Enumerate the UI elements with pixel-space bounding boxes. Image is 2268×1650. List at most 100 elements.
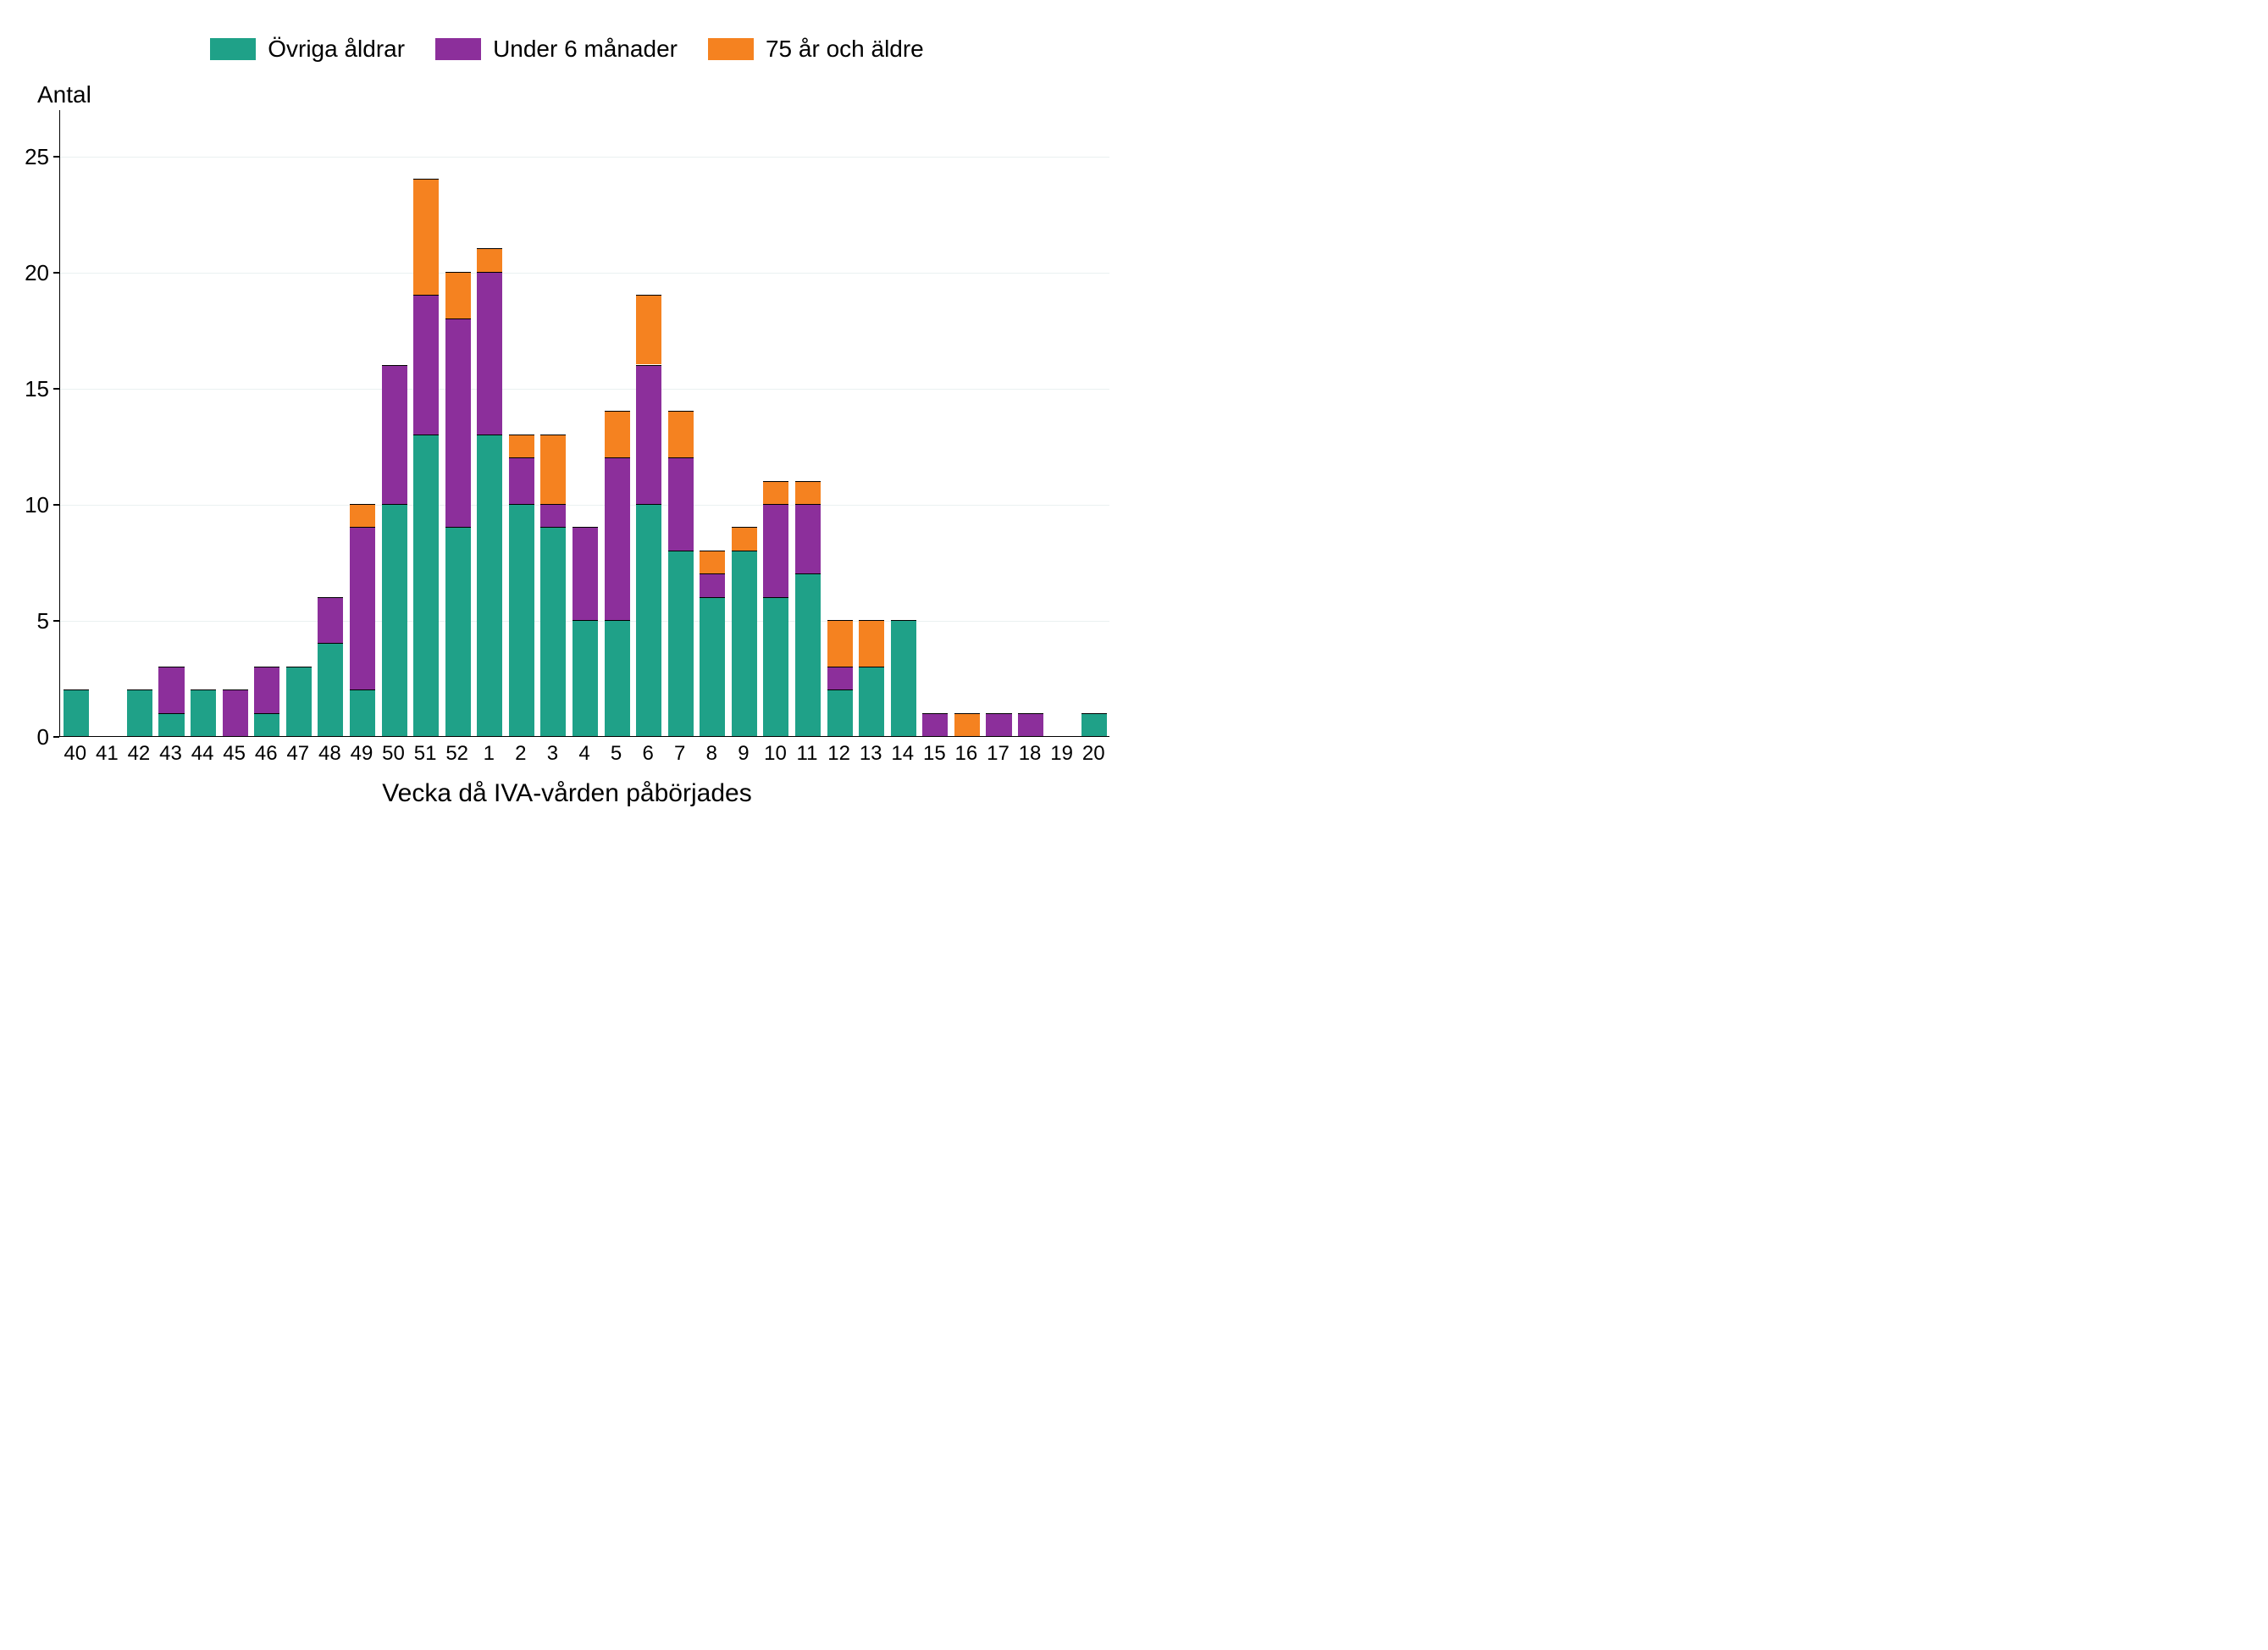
x-tick-label: 42	[128, 742, 151, 766]
x-tick-label: 11	[797, 742, 818, 766]
chart-container: Övriga åldrar Under 6 månader 75 år och äl…	[0, 0, 1134, 825]
bar-segment-aldre75	[477, 248, 502, 271]
legend-item: Övriga åldrar	[210, 36, 405, 63]
x-tick-label: 49	[351, 742, 373, 766]
bar-segment-under6	[1018, 713, 1043, 736]
x-tick-label: 7	[674, 742, 685, 766]
bar-segment-under6	[763, 504, 788, 597]
bar-segment-ovriga	[763, 597, 788, 736]
bar-segment-aldre75	[509, 435, 534, 457]
y-tick-label: 20	[15, 260, 49, 286]
y-tick-mark	[53, 156, 59, 158]
bar-segment-under6	[540, 504, 566, 527]
x-tick-label: 13	[860, 742, 882, 766]
y-tick-label: 10	[15, 492, 49, 518]
bar-segment-ovriga	[318, 643, 343, 736]
bar-segment-aldre75	[795, 481, 821, 504]
x-axis-title: Vecka då IVA-vården påbörjades	[0, 779, 1134, 808]
bar-segment-aldre75	[732, 527, 757, 550]
legend-item: Under 6 månader	[435, 36, 678, 63]
bar-segment-under6	[350, 527, 375, 689]
x-tick-label: 41	[96, 742, 119, 766]
bar-segment-ovriga	[827, 689, 853, 736]
x-tick-label: 51	[414, 742, 437, 766]
x-tick-label: 4	[578, 742, 589, 766]
bar-segment-ovriga	[891, 620, 916, 736]
bar-segment-under6	[413, 295, 439, 434]
x-tick-label: 8	[706, 742, 717, 766]
legend-swatch	[210, 38, 256, 60]
x-tick-label: 6	[642, 742, 653, 766]
bar-segment-ovriga	[509, 504, 534, 736]
bar-segment-ovriga	[1081, 713, 1107, 736]
bar-segment-ovriga	[605, 620, 630, 736]
bar-segment-aldre75	[636, 295, 661, 364]
bar-segment-under6	[668, 457, 694, 551]
bar-segment-under6	[382, 365, 407, 504]
y-tick-mark	[53, 388, 59, 390]
x-tick-label: 18	[1019, 742, 1042, 766]
bar-segment-aldre75	[859, 620, 884, 667]
bar-segment-under6	[922, 713, 948, 736]
bar-segment-aldre75	[763, 481, 788, 504]
x-tick-label: 16	[955, 742, 978, 766]
legend-label: 75 år och äldre	[766, 36, 924, 63]
bar-segment-aldre75	[350, 504, 375, 527]
bar-segment-ovriga	[127, 689, 152, 736]
x-tick-label: 40	[64, 742, 86, 766]
legend: Övriga åldrar Under 6 månader 75 år och äl…	[0, 36, 1134, 63]
y-tick-mark	[53, 736, 59, 738]
bar-segment-aldre75	[700, 551, 725, 573]
x-tick-label: 9	[738, 742, 749, 766]
bar-segment-ovriga	[413, 435, 439, 736]
bar-segment-ovriga	[477, 435, 502, 736]
y-tick-label: 5	[15, 608, 49, 634]
legend-item: 75 år och äldre	[708, 36, 924, 63]
x-tick-label: 19	[1050, 742, 1073, 766]
x-tick-label: 5	[611, 742, 622, 766]
y-tick-mark	[53, 620, 59, 622]
bar-segment-under6	[795, 504, 821, 573]
bar-segment-ovriga	[191, 689, 216, 736]
x-tick-label: 2	[515, 742, 526, 766]
bar-segment-ovriga	[668, 551, 694, 736]
x-tick-label: 45	[223, 742, 246, 766]
x-tick-label: 43	[159, 742, 182, 766]
bar-segment-aldre75	[540, 435, 566, 504]
legend-label: Under 6 månader	[493, 36, 678, 63]
bar-segment-under6	[573, 527, 598, 620]
x-tick-label: 3	[547, 742, 558, 766]
y-tick-label: 15	[15, 376, 49, 402]
bar-segment-ovriga	[64, 689, 89, 736]
x-tick-label: 14	[891, 742, 914, 766]
bar-segment-under6	[254, 667, 279, 713]
legend-label: Övriga åldrar	[268, 36, 405, 63]
x-tick-label: 44	[191, 742, 214, 766]
x-tick-label: 47	[286, 742, 309, 766]
bars-layer	[60, 110, 1109, 736]
y-tick-mark	[53, 504, 59, 506]
bar-segment-aldre75	[413, 179, 439, 295]
bar-segment-under6	[636, 365, 661, 504]
bar-segment-under6	[605, 457, 630, 620]
bar-segment-ovriga	[158, 713, 184, 736]
bar-segment-ovriga	[540, 527, 566, 736]
bar-segment-ovriga	[350, 689, 375, 736]
y-tick-mark	[53, 272, 59, 274]
y-tick-label: 25	[15, 144, 49, 170]
bar-segment-under6	[700, 573, 725, 596]
y-tick-label: 0	[15, 724, 49, 750]
bar-segment-ovriga	[382, 504, 407, 736]
bar-segment-under6	[318, 597, 343, 644]
bar-segment-ovriga	[859, 667, 884, 736]
bar-segment-under6	[158, 667, 184, 713]
x-tick-label: 10	[764, 742, 787, 766]
x-tick-label: 52	[445, 742, 468, 766]
x-tick-label: 48	[318, 742, 341, 766]
x-tick-label: 12	[827, 742, 850, 766]
bar-segment-ovriga	[573, 620, 598, 736]
bar-segment-ovriga	[732, 551, 757, 736]
bar-segment-ovriga	[636, 504, 661, 736]
x-tick-label: 17	[987, 742, 1010, 766]
bar-segment-aldre75	[668, 411, 694, 457]
